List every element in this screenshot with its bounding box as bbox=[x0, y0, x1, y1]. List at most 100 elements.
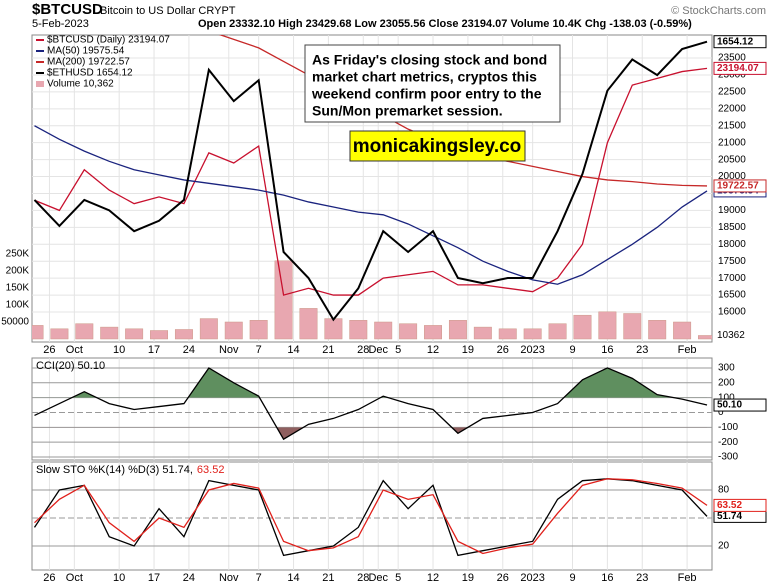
x-tick-label: 28 bbox=[357, 572, 369, 584]
volume-bar bbox=[498, 328, 517, 340]
legend-swatch bbox=[36, 81, 44, 87]
x-tick-label: 5 bbox=[395, 344, 401, 356]
last-value-box bbox=[713, 61, 767, 75]
y-tick-label: 100 bbox=[718, 392, 735, 403]
volume-bar bbox=[573, 314, 592, 340]
y-tick-label: 21500 bbox=[718, 120, 746, 131]
x-tick-label: Dec bbox=[368, 344, 388, 356]
x-tick-label: 9 bbox=[569, 344, 575, 356]
x-tick-label: Oct bbox=[66, 572, 83, 584]
volume-bar bbox=[50, 328, 69, 340]
cci-fill bbox=[276, 427, 468, 440]
volume-bar bbox=[648, 320, 667, 340]
x-tick-label: 9 bbox=[569, 572, 575, 584]
x-tick-label: 10 bbox=[113, 572, 125, 584]
panel-title: CCI(20) 50.10 bbox=[36, 360, 105, 372]
x-tick-label: 10 bbox=[113, 344, 125, 356]
symbol-name: Bitcoin to US Dollar CRYPT bbox=[100, 5, 236, 17]
volume-bar bbox=[598, 311, 617, 340]
last-value-label: 23194.07 bbox=[717, 63, 759, 74]
x-tick-label: 5 bbox=[395, 572, 401, 584]
legend-label: $BTCUSD (Daily) 23194.07 bbox=[47, 35, 170, 46]
volume-bar bbox=[75, 323, 94, 340]
series-line bbox=[33, 40, 708, 322]
volume-bar bbox=[100, 326, 119, 340]
volume-bar bbox=[698, 335, 712, 340]
series-line bbox=[34, 367, 708, 441]
volume-bar bbox=[349, 320, 368, 340]
x-tick-label: 12 bbox=[427, 344, 439, 356]
x-tick-label: 26 bbox=[43, 572, 55, 584]
x-tick-label: Feb bbox=[678, 572, 697, 584]
cci-fill bbox=[71, 367, 674, 398]
x-tick-label: Nov bbox=[219, 572, 239, 584]
promo-box bbox=[349, 130, 526, 162]
x-tick-label: 21 bbox=[322, 344, 334, 356]
y-tick-label: 22000 bbox=[718, 103, 746, 114]
x-tick-label: 23 bbox=[636, 344, 648, 356]
volume-bar bbox=[150, 330, 169, 340]
x-tick-label: 12 bbox=[427, 572, 439, 584]
y-tick-label: 300 bbox=[718, 363, 735, 374]
last-value-label: 10362 bbox=[717, 330, 745, 341]
y-tick-label: 16500 bbox=[718, 290, 746, 301]
series-line bbox=[34, 67, 708, 296]
y-tick-label: 20500 bbox=[718, 154, 746, 165]
volume-tick-label: 50000 bbox=[1, 317, 29, 328]
x-tick-label: 16 bbox=[601, 572, 613, 584]
y-tick-label: -200 bbox=[718, 437, 738, 448]
volume-bar bbox=[673, 321, 692, 340]
volume-bar bbox=[374, 321, 393, 340]
y-tick-label: 200 bbox=[718, 377, 735, 388]
x-tick-label: 19 bbox=[462, 344, 474, 356]
volume-bar bbox=[473, 326, 492, 340]
y-tick-label: 18500 bbox=[718, 222, 746, 233]
symbol: $BTCUSD bbox=[32, 1, 103, 18]
series-line bbox=[34, 478, 708, 555]
volume-bar bbox=[125, 328, 144, 340]
y-tick-label: 17500 bbox=[718, 256, 746, 267]
x-tick-label: 28 bbox=[357, 344, 369, 356]
last-value-box bbox=[713, 398, 767, 412]
annotation-line: market chart metrics, cryptos this bbox=[312, 69, 537, 85]
annotation-line: weekend confirm poor entry to the bbox=[311, 86, 542, 102]
annotation-box bbox=[304, 44, 561, 123]
y-tick-label: 23000 bbox=[718, 70, 746, 81]
y-tick-label: 20000 bbox=[718, 171, 746, 182]
volume-tick-label: 150K bbox=[6, 283, 30, 294]
last-value-label: 50.10 bbox=[717, 400, 742, 411]
legend-label: MA(200) 19722.57 bbox=[47, 57, 130, 68]
x-tick-label: Dec bbox=[368, 572, 388, 584]
volume-bar bbox=[523, 328, 542, 340]
volume-bar bbox=[32, 325, 44, 340]
panel-title-extra: 63.52 bbox=[197, 464, 225, 476]
annotation-line: Sun/Mon premarket session. bbox=[312, 103, 503, 119]
volume-bar bbox=[224, 321, 243, 340]
volume-bar bbox=[623, 313, 642, 340]
y-tick-label: 17000 bbox=[718, 273, 746, 284]
last-value-label: 1654.12 bbox=[717, 36, 754, 47]
last-value-box bbox=[713, 179, 767, 193]
volume-bar bbox=[424, 325, 442, 340]
last-value-label: 51.74 bbox=[717, 511, 742, 522]
volume-bar bbox=[249, 320, 268, 340]
plot-area bbox=[32, 358, 712, 460]
y-tick-label: 19000 bbox=[718, 205, 746, 216]
last-value-label: 63.52 bbox=[717, 500, 742, 511]
x-tick-label: 2023 bbox=[520, 344, 544, 356]
legend-label: MA(50) 19575.54 bbox=[47, 46, 125, 57]
x-tick-label: 17 bbox=[148, 344, 160, 356]
y-tick-label: 23500 bbox=[718, 53, 746, 64]
x-tick-label: 2023 bbox=[520, 572, 544, 584]
x-tick-label: Nov bbox=[219, 344, 239, 356]
x-tick-label: 17 bbox=[148, 572, 160, 584]
y-tick-label: 20 bbox=[718, 541, 730, 552]
promo: monicakingsley.co bbox=[353, 136, 522, 157]
x-tick-label: 26 bbox=[497, 344, 509, 356]
y-tick-label: -100 bbox=[718, 422, 738, 433]
series-line bbox=[33, 478, 708, 557]
credit: © StockCharts.com bbox=[671, 5, 766, 17]
y-tick-label: 0 bbox=[718, 407, 724, 418]
last-value-box bbox=[713, 35, 767, 49]
x-tick-label: 24 bbox=[183, 572, 195, 584]
